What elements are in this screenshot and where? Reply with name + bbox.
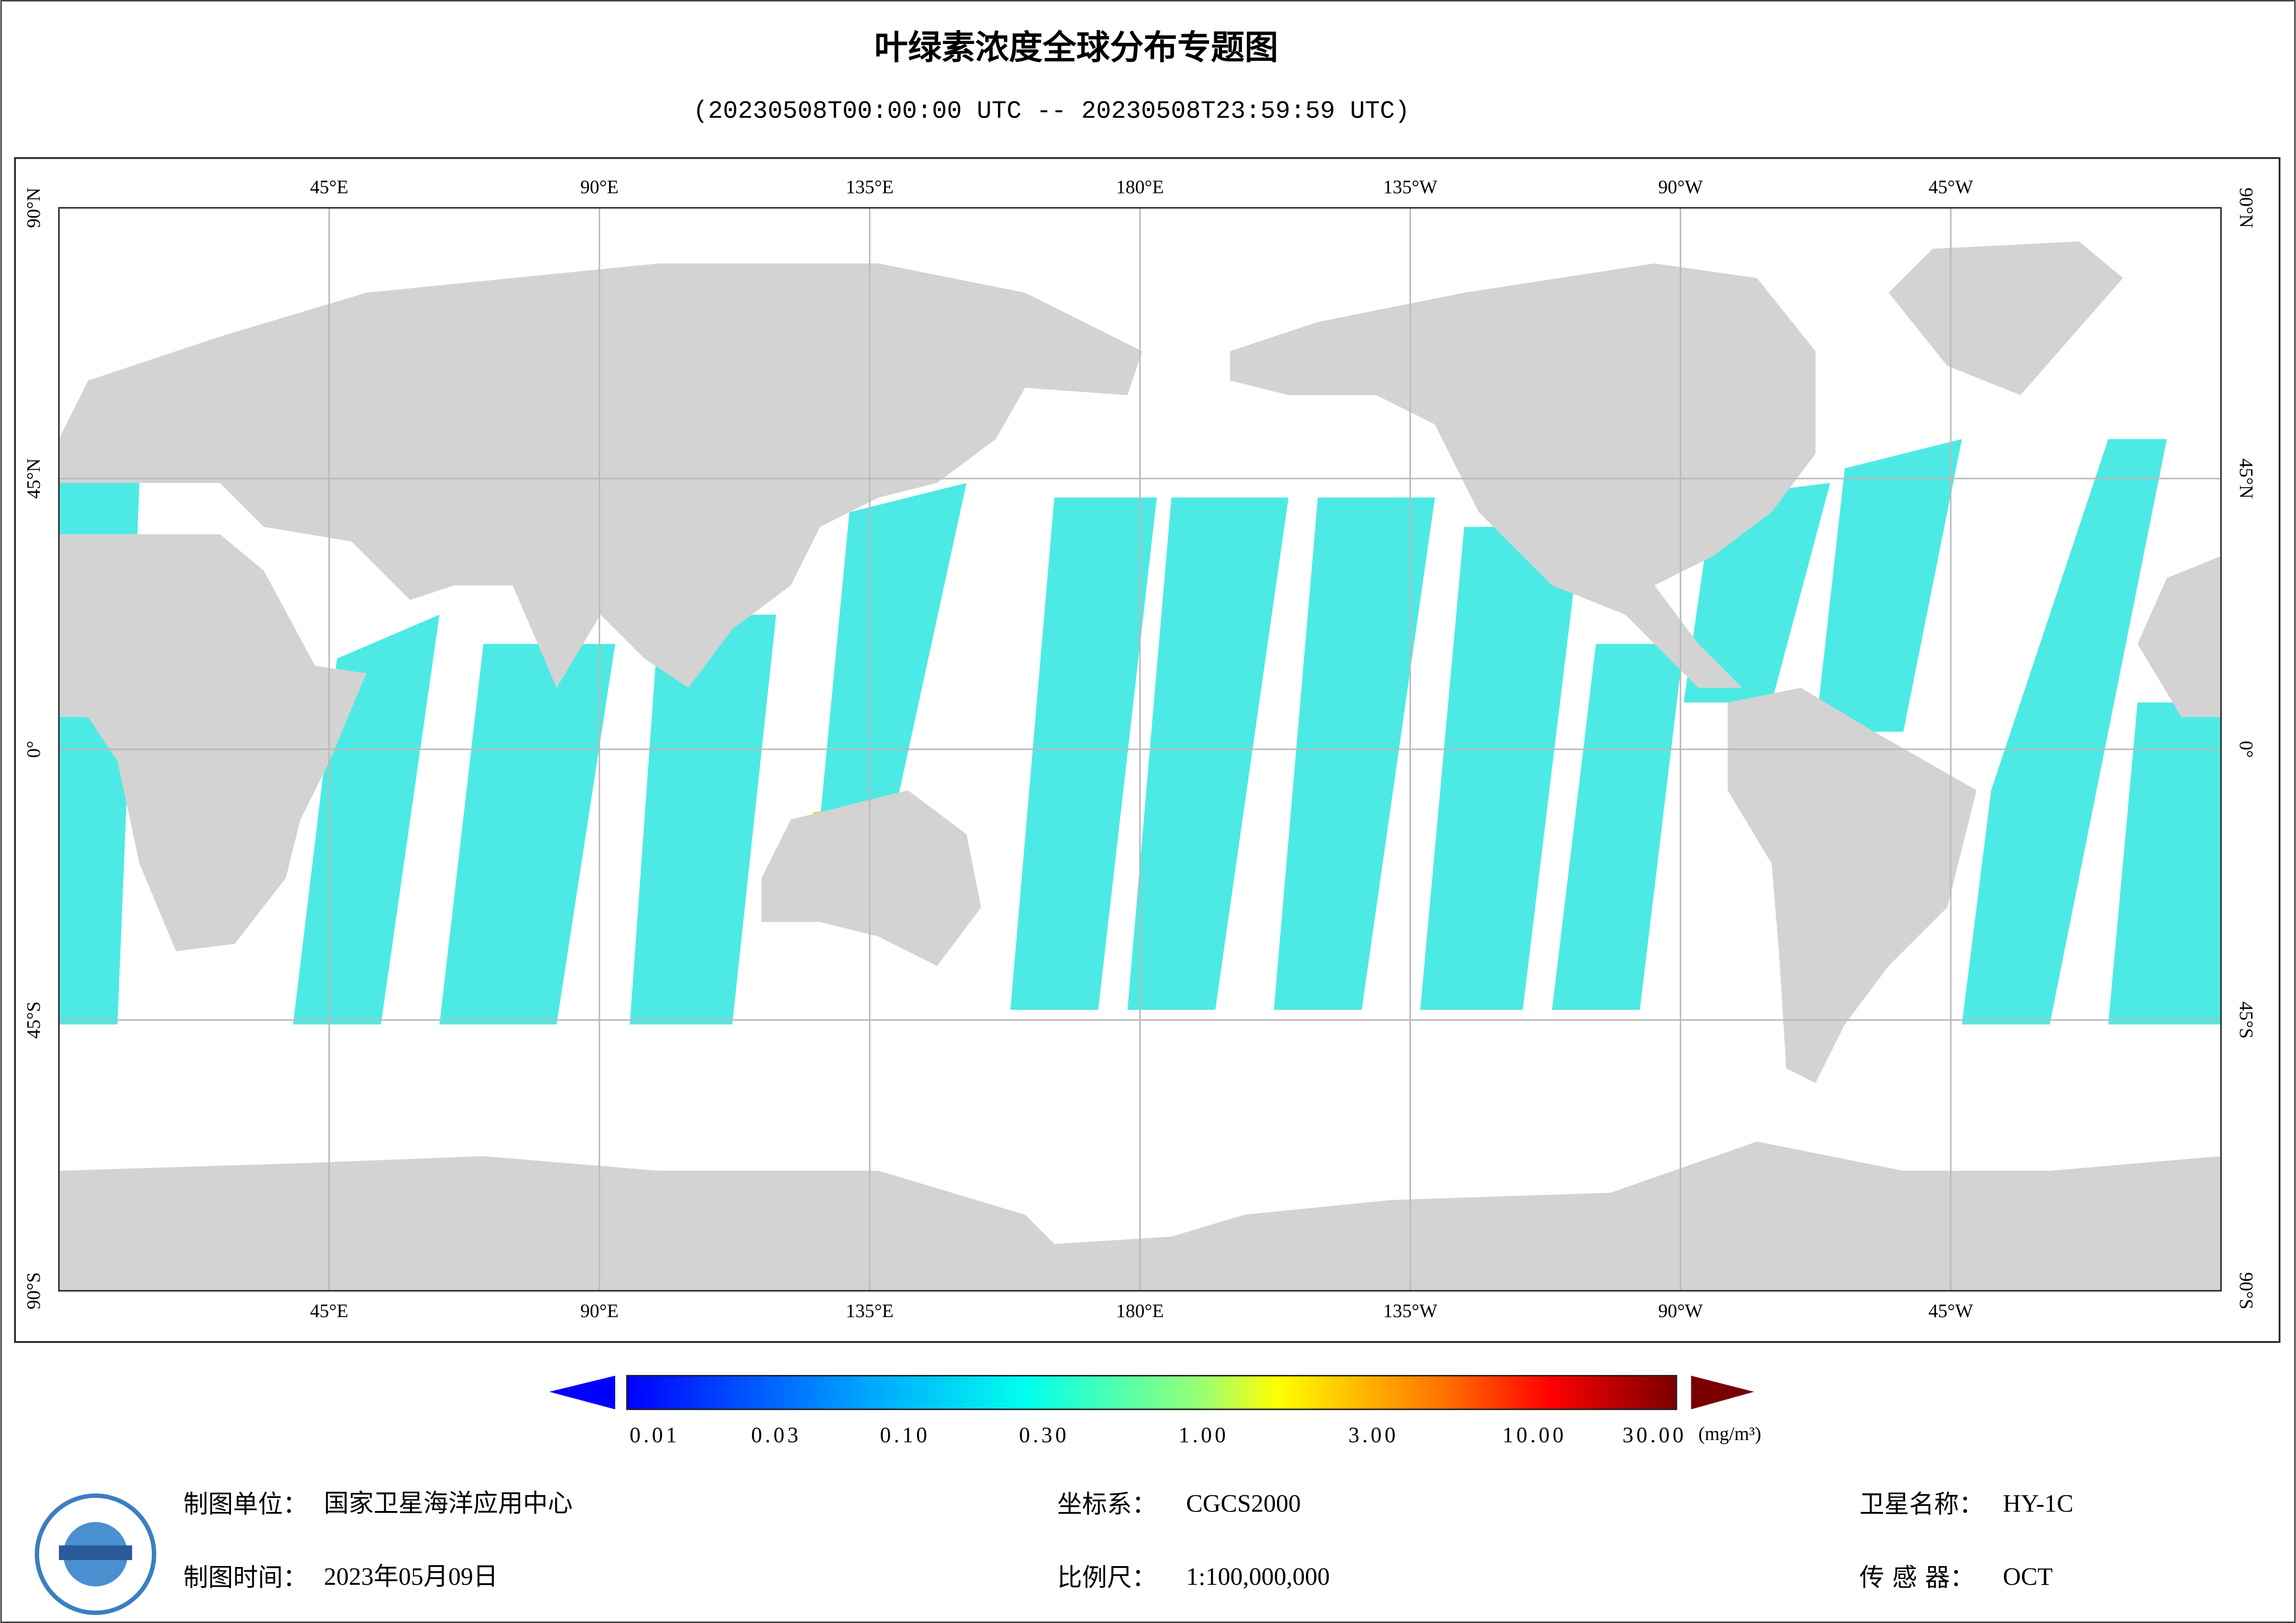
- footer-value: HY-1C: [2003, 1489, 2073, 1517]
- lat-label: 45°N: [2236, 458, 2257, 498]
- lat-label: 45°S: [2236, 1001, 2257, 1038]
- colorbar-tick-label: 3.00: [1348, 1423, 1398, 1447]
- lon-label: 90°W: [1658, 176, 1703, 197]
- title: 叶绿素浓度全球分布专题图: [874, 28, 1279, 68]
- subtitle: (20230508T00:00:00 UTC -- 20230508T23:59…: [693, 98, 1410, 126]
- footer-label: 比例尺：: [1057, 1563, 1157, 1592]
- lon-label: 90°E: [580, 1300, 619, 1321]
- colorbar-tick-label: 30.00: [1622, 1423, 1686, 1447]
- footer-value: 国家卫星海洋应用中心: [324, 1489, 573, 1517]
- lon-label: 135°W: [1383, 1300, 1437, 1321]
- footer-value: 2023年05月09日: [324, 1562, 498, 1590]
- footer-label: 卫星名称：: [1859, 1490, 1984, 1519]
- lat-label: 45°S: [23, 1001, 44, 1038]
- lat-label: 45°N: [23, 458, 44, 498]
- colorbar: [626, 1374, 1678, 1410]
- lon-label: 45°E: [310, 176, 349, 197]
- colorbar-tick-label: 0.01: [630, 1423, 680, 1447]
- lon-label: 180°E: [1116, 1300, 1164, 1321]
- footer-label: 坐标系：: [1057, 1490, 1157, 1519]
- colorbar-tick-label: 0.03: [751, 1423, 801, 1447]
- footer-value: 1:100,000,000: [1186, 1562, 1330, 1590]
- footer-label: 制图时间：: [183, 1563, 308, 1592]
- lon-label: 135°W: [1383, 176, 1437, 197]
- lon-label: 45°W: [1928, 1300, 1973, 1321]
- colorbar-tick-label: 10.00: [1503, 1423, 1566, 1447]
- lon-label: 45°W: [1928, 176, 1973, 197]
- lat-label: 90°S: [2236, 1272, 2257, 1309]
- map: [59, 208, 2221, 1291]
- chlorophyll-swaths: [59, 388, 2221, 1025]
- lat-label: 0°: [23, 741, 44, 758]
- colorbar-tick-label: 0.10: [880, 1423, 930, 1447]
- lon-label: 135°E: [846, 1300, 893, 1321]
- lat-label: 90°S: [23, 1272, 44, 1309]
- footer-label: 制图单位：: [183, 1490, 308, 1519]
- colorbar-unit: (mg/m³): [1698, 1423, 1761, 1445]
- lat-label: 0°: [2236, 741, 2257, 758]
- colorbar-over: [1691, 1375, 1754, 1410]
- map-border: [58, 207, 2222, 1292]
- lon-label: 90°W: [1658, 1300, 1703, 1321]
- lat-label: 90°N: [2236, 187, 2257, 228]
- footer-label: 传 感 器：: [1859, 1563, 1975, 1592]
- lon-label: 45°E: [310, 1300, 349, 1321]
- lon-label: 90°E: [580, 176, 619, 197]
- lon-label: 180°E: [1116, 176, 1164, 197]
- logo: [35, 1493, 156, 1615]
- colorbar-tick-label: 0.30: [1019, 1423, 1069, 1447]
- lon-label: 135°E: [846, 176, 893, 197]
- footer-value: CGCS2000: [1186, 1489, 1301, 1517]
- footer-value: OCT: [2003, 1562, 2053, 1590]
- lat-label: 90°N: [23, 187, 44, 228]
- map-frame: [14, 157, 2281, 1343]
- colorbar-under: [549, 1375, 615, 1410]
- colorbar-tick-label: 1.00: [1179, 1423, 1229, 1447]
